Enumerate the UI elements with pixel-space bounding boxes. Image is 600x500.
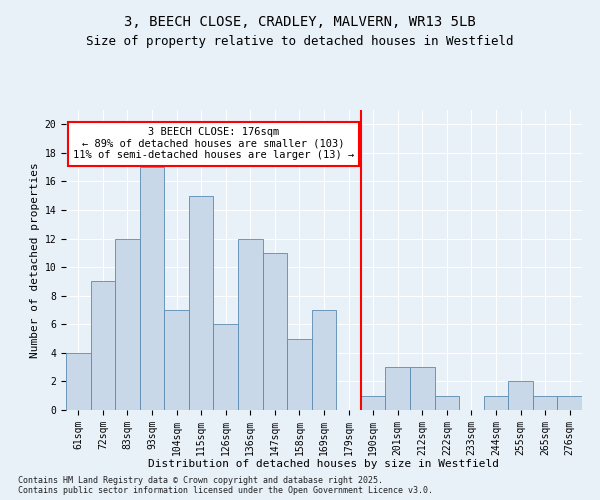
Bar [312, 310, 336, 410]
Bar [287, 338, 312, 410]
Bar [263, 253, 287, 410]
Bar [484, 396, 508, 410]
Bar [214, 324, 238, 410]
Bar [140, 167, 164, 410]
Bar [508, 382, 533, 410]
Bar [533, 396, 557, 410]
Bar [238, 238, 263, 410]
Text: Contains HM Land Registry data © Crown copyright and database right 2025.
Contai: Contains HM Land Registry data © Crown c… [18, 476, 433, 495]
Bar [91, 282, 115, 410]
Bar [410, 367, 434, 410]
Bar [164, 310, 189, 410]
Text: 3 BEECH CLOSE: 176sqm
← 89% of detached houses are smaller (103)
11% of semi-det: 3 BEECH CLOSE: 176sqm ← 89% of detached … [73, 127, 354, 160]
Y-axis label: Number of detached properties: Number of detached properties [31, 162, 40, 358]
X-axis label: Distribution of detached houses by size in Westfield: Distribution of detached houses by size … [149, 459, 499, 469]
Text: 3, BEECH CLOSE, CRADLEY, MALVERN, WR13 5LB: 3, BEECH CLOSE, CRADLEY, MALVERN, WR13 5… [124, 15, 476, 29]
Text: Size of property relative to detached houses in Westfield: Size of property relative to detached ho… [86, 35, 514, 48]
Bar [115, 238, 140, 410]
Bar [361, 396, 385, 410]
Bar [434, 396, 459, 410]
Bar [66, 353, 91, 410]
Bar [189, 196, 214, 410]
Bar [557, 396, 582, 410]
Bar [385, 367, 410, 410]
